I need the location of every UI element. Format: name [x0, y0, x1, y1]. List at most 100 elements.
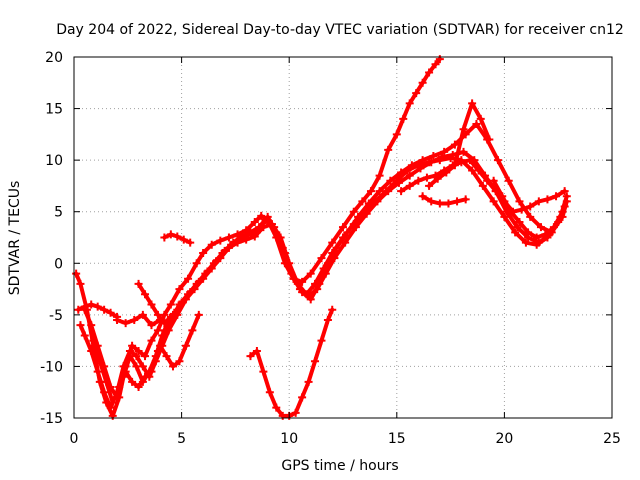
data-point: [478, 181, 487, 190]
data-point: [166, 230, 175, 239]
data-point: [246, 352, 255, 361]
y-tick-label: 0: [54, 256, 63, 272]
data-point: [418, 156, 427, 165]
data-point: [298, 288, 307, 297]
data-point: [115, 383, 124, 392]
data-point: [343, 228, 352, 237]
data-point: [375, 171, 384, 180]
y-tick-label: 15: [45, 102, 63, 118]
y-tick-label: 5: [54, 205, 63, 221]
data-point: [212, 257, 221, 266]
data-point: [489, 197, 498, 206]
data-point: [80, 331, 89, 340]
data-point: [435, 199, 444, 208]
data-point: [306, 269, 315, 278]
data-point: [524, 228, 533, 237]
data-point: [113, 316, 122, 325]
data-point: [257, 211, 266, 220]
data-point: [147, 321, 156, 330]
data-point: [179, 235, 188, 244]
data-point: [263, 212, 272, 221]
series-trace-l: [418, 192, 470, 208]
data-point: [108, 398, 117, 407]
data-point: [504, 176, 513, 185]
data-point: [89, 336, 98, 345]
data-point: [394, 178, 403, 187]
data-point: [95, 357, 104, 366]
y-tick-label: -5: [49, 308, 63, 324]
series-markers: [134, 279, 182, 328]
data-point: [147, 336, 156, 345]
data-point: [457, 158, 466, 167]
series-markers: [72, 55, 444, 420]
data-point: [130, 316, 139, 325]
data-point: [476, 114, 485, 123]
data-point: [153, 346, 162, 355]
data-point: [216, 236, 225, 245]
data-point: [392, 130, 401, 139]
data-point: [87, 346, 96, 355]
data-point: [121, 367, 130, 376]
data-point: [543, 195, 552, 204]
data-point: [532, 233, 541, 242]
data-point: [289, 274, 298, 283]
data-point: [440, 147, 449, 156]
data-point: [339, 223, 347, 232]
data-point: [134, 346, 143, 355]
data-point: [186, 238, 195, 247]
data-point: [192, 259, 201, 268]
data-point: [76, 321, 85, 330]
data-point: [315, 279, 324, 288]
data-point: [173, 305, 182, 314]
data-point: [552, 192, 561, 201]
data-point: [323, 316, 332, 325]
data-point: [106, 403, 115, 412]
data-point: [229, 238, 238, 247]
series-trace-h: [156, 310, 203, 371]
data-point: [207, 240, 216, 249]
data-point: [224, 233, 233, 242]
data-point: [384, 145, 393, 154]
series-line: [248, 307, 335, 418]
data-point: [558, 207, 567, 216]
series-markers: [156, 310, 203, 371]
data-point: [549, 223, 558, 232]
x-axis-label: GPS time / hours: [281, 458, 398, 474]
data-point: [498, 192, 507, 201]
data-point: [272, 228, 281, 237]
series-line: [74, 57, 442, 418]
data-point: [364, 199, 373, 208]
data-point: [444, 199, 453, 208]
data-point: [199, 248, 208, 257]
data-point: [405, 171, 414, 180]
data-point: [134, 279, 143, 288]
series-trace-j: [246, 305, 337, 420]
data-point: [328, 238, 337, 247]
y-tick-label: 10: [45, 153, 63, 169]
data-point: [562, 197, 571, 206]
data-point: [233, 230, 242, 239]
data-point: [298, 277, 307, 286]
data-point: [465, 156, 474, 165]
data-point: [427, 158, 436, 167]
data-point: [354, 212, 363, 221]
data-point: [517, 205, 526, 214]
data-point: [536, 223, 545, 232]
data-point: [306, 295, 315, 304]
series-markers: [74, 300, 122, 321]
data-point: [102, 377, 111, 386]
series-markers: [113, 310, 165, 330]
series-markers: [246, 305, 337, 420]
data-point: [425, 181, 434, 190]
data-point: [194, 310, 203, 319]
data-point: [168, 362, 177, 371]
data-point: [272, 403, 281, 412]
series-line: [427, 101, 492, 188]
series-trace-m: [425, 99, 494, 190]
y-tick-label: -10: [40, 359, 63, 375]
data-point: [526, 202, 535, 211]
data-point: [280, 248, 289, 257]
data-point: [418, 192, 427, 201]
data-point: [186, 288, 195, 297]
data-point: [194, 277, 203, 286]
